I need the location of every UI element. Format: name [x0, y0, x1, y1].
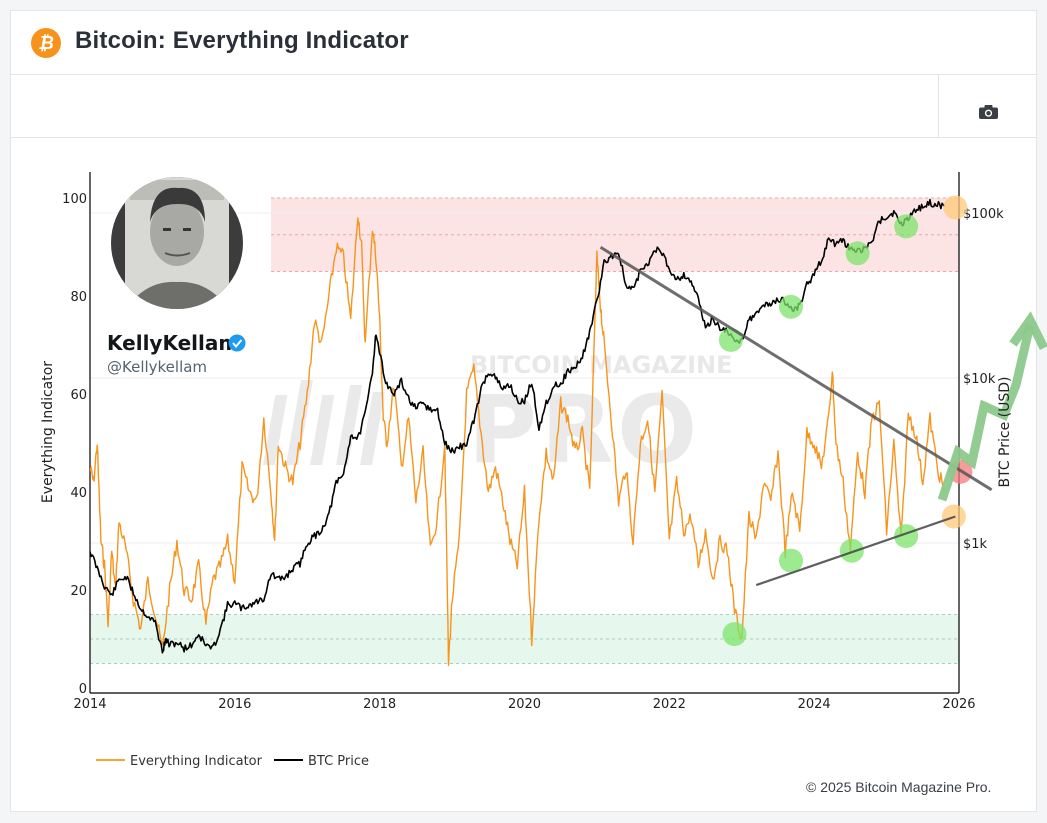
series-line-everything-indicator	[90, 217, 946, 666]
y-tick-label: 0	[79, 682, 87, 697]
up-arrow-icon	[937, 311, 1047, 502]
page-title: Bitcoin: Everything Indicator	[75, 27, 409, 54]
avatar-photo	[120, 177, 235, 309]
y2-tick-label: $100k	[963, 207, 1004, 222]
x-tick-label: 2026	[942, 697, 975, 712]
x-tick-label: 2024	[798, 697, 831, 712]
x-tick-label: 2018	[363, 697, 396, 712]
profile-card: KellyKellam @Kellykellam	[107, 177, 246, 376]
copyright-text: © 2025 Bitcoin Magazine Pro.	[806, 779, 992, 795]
legend-item-price[interactable]: BTC Price	[274, 754, 369, 769]
legend: Everything Indicator BTC Price	[96, 754, 369, 769]
y-tick-label: 60	[70, 388, 87, 403]
bitcoin-icon: ₿	[31, 28, 61, 58]
legend-item-indicator[interactable]: Everything Indicator	[96, 754, 263, 769]
green-marker	[718, 327, 743, 352]
y-axis-title: Everything Indicator	[40, 361, 56, 503]
y2-axis-title: BTC Price (USD)	[997, 376, 1013, 487]
camera-icon[interactable]	[979, 105, 998, 119]
x-tick-label: 2016	[218, 697, 251, 712]
verified-badge-icon	[228, 334, 246, 352]
profile-name: KellyKellam	[107, 331, 239, 355]
green-marker	[778, 548, 803, 573]
y2-tick-label: $1k	[963, 537, 988, 552]
y-tick-label: 80	[70, 290, 87, 305]
y2-tick-label: $10k	[963, 372, 996, 387]
green-marker	[722, 622, 747, 647]
toolbar-divider	[938, 75, 939, 137]
axes-layer: 0 20 40 60 80 100 2014 2016 2018 2020 2022 2024 2026…	[62, 172, 1004, 712]
x-tick-label: 2014	[73, 697, 106, 712]
legend-label-price: BTC Price	[308, 754, 369, 769]
watermark-bars-icon	[263, 380, 385, 465]
watermark: BITCOIN MAGAZINE PRO	[263, 351, 733, 485]
trendline-price-resistance	[599, 245, 993, 492]
green-marker	[845, 241, 870, 266]
green-marker	[839, 538, 864, 563]
green-marker	[778, 294, 803, 319]
y-tick-label: 20	[70, 584, 87, 599]
trendline-indicator-support	[755, 515, 956, 587]
orange-marker	[943, 195, 968, 220]
x-tick-label: 2020	[508, 697, 541, 712]
watermark-top: BITCOIN MAGAZINE	[470, 351, 733, 379]
legend-label-indicator: Everything Indicator	[130, 754, 263, 769]
green-marker	[894, 524, 919, 549]
y-tick-label: 100	[62, 192, 87, 207]
trendlines-layer	[599, 245, 993, 587]
chart-toolbar	[11, 75, 1036, 138]
x-tick-label: 2022	[653, 697, 686, 712]
zones-layer	[90, 197, 960, 664]
green-marker	[894, 214, 919, 239]
y-tick-label: 40	[70, 486, 87, 501]
profile-handle: @Kellykellam	[107, 358, 207, 376]
chart-header: ₿ Bitcoin: Everything Indicator	[11, 11, 1036, 75]
